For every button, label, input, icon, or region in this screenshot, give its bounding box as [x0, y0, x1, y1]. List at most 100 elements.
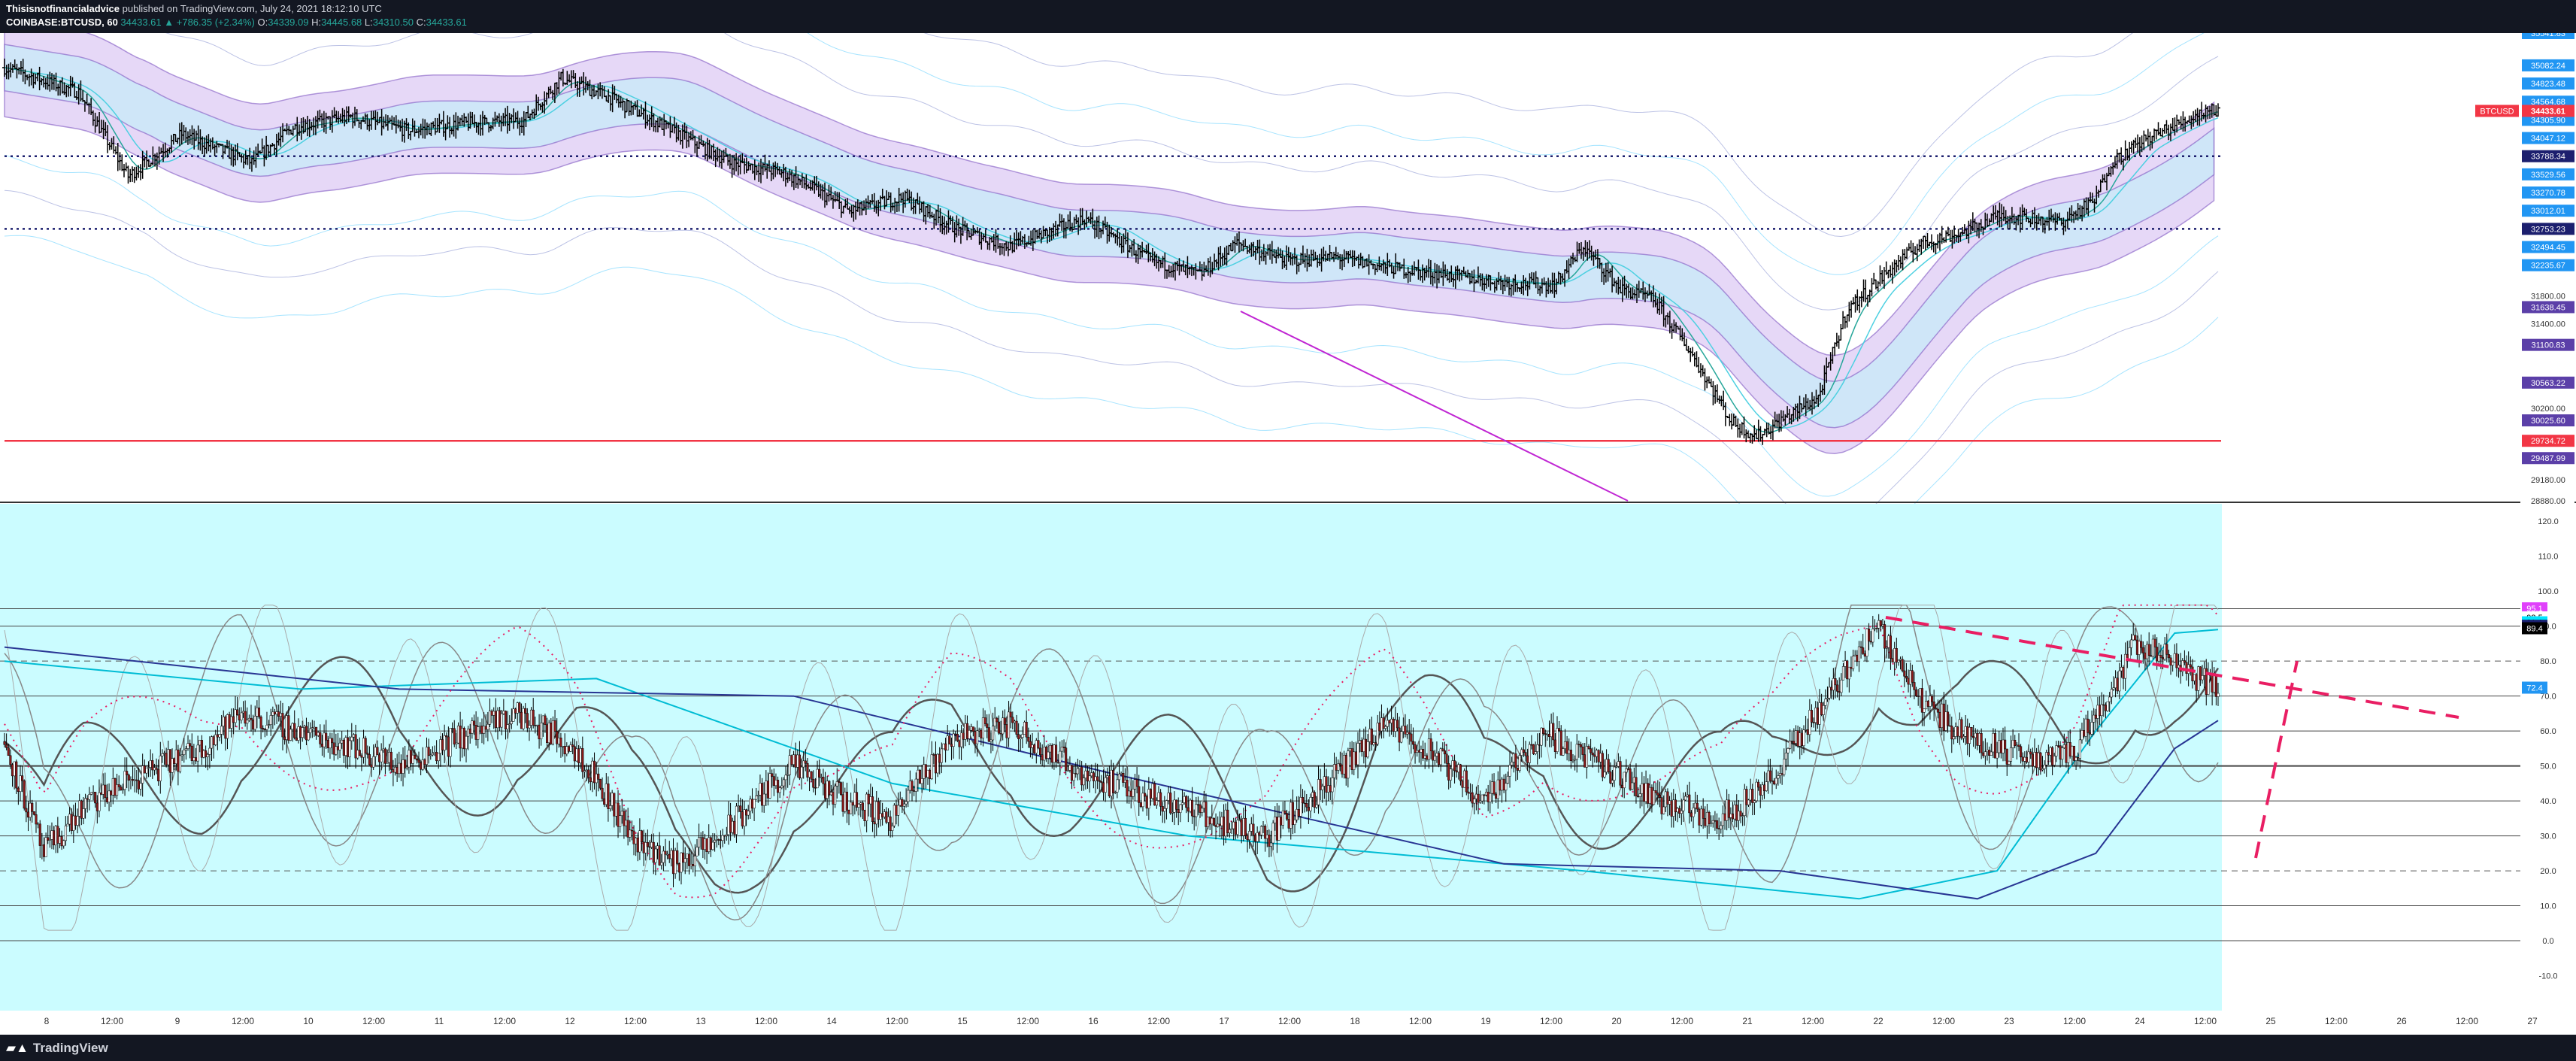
oscillator-candle-body	[1094, 776, 1097, 781]
author-name[interactable]: Thisisnotfinancialadvice	[6, 3, 120, 14]
oscillator-candle-body	[111, 778, 114, 796]
oscillator-candle-body	[174, 749, 177, 764]
oscillator-candle-body	[44, 837, 47, 857]
oscillator-candle-body	[171, 758, 174, 773]
oscillator-candle-body	[1252, 823, 1255, 835]
oscillator-candle-body	[1664, 791, 1667, 808]
oscillator-candle-body	[538, 724, 541, 740]
oscillator-candle-body	[717, 839, 720, 841]
symbol-name[interactable]: COINBASE:BTCUSD, 60	[6, 17, 118, 28]
oscillator-candle-body	[1601, 753, 1604, 778]
oscillator-candle-body	[1445, 753, 1448, 764]
oscillator-candle-body	[524, 708, 527, 714]
oscillator-candle-body	[1332, 764, 1336, 778]
oscillator-candle-body	[1033, 744, 1036, 753]
oscillator-candle-body	[1283, 811, 1286, 814]
oscillator-candle-body	[1420, 749, 1423, 753]
oscillator-candle-body	[1291, 802, 1294, 825]
oscillator-candle-body	[913, 790, 916, 792]
low-value: 34310.50	[372, 17, 414, 28]
oscillator-candle-body	[3, 741, 6, 745]
oscillator-candle-body	[1327, 785, 1330, 793]
oscillator-candle-body	[1218, 823, 1221, 826]
oscillator-candle-body	[844, 791, 847, 812]
oscillator-candle-body	[98, 792, 101, 811]
oscillator-candle-body	[240, 712, 243, 721]
oscillator-candle-body	[1321, 786, 1324, 790]
oscillator-candle-body	[917, 769, 920, 780]
oscillator-candle-body	[611, 793, 614, 806]
oscillator-pane[interactable]	[0, 502, 2576, 1011]
oscillator-candle-body	[1366, 741, 1369, 758]
oscillator-candle-body	[1090, 772, 1093, 777]
oscillator-candle-body	[374, 747, 377, 757]
oscillator-candle-body	[683, 858, 686, 863]
oscillator-candle-body	[1035, 740, 1038, 753]
oscillator-candle-body	[1050, 744, 1053, 763]
oscillator-candle-body	[1068, 765, 1071, 771]
oscillator-candle-body	[1108, 775, 1111, 796]
oscillator-candle-body	[1453, 760, 1456, 771]
oscillator-candle-body	[1126, 780, 1129, 797]
oscillator-candle-body	[199, 740, 202, 746]
oscillator-candle-body	[23, 780, 26, 809]
oscillator-candle-body	[210, 736, 214, 749]
oscillator-candle-body	[677, 863, 680, 873]
oscillator-candle-body	[114, 778, 117, 796]
oscillator-candle-body	[449, 728, 452, 757]
oscillator-candle-body	[1597, 750, 1600, 762]
diagonal-trendline[interactable]	[1240, 311, 1629, 502]
oscillator-candle-body	[1144, 793, 1147, 797]
oscillator-candle-body	[1429, 738, 1432, 751]
oscillator-candle-body	[547, 723, 550, 743]
oscillator-candle-body	[1626, 768, 1630, 770]
oscillator-candle-body	[462, 728, 465, 750]
oscillator-candle-body	[126, 771, 129, 775]
oscillator-candle-body	[192, 757, 195, 761]
oscillator-candle-body	[392, 769, 395, 773]
oscillator-candle-body	[838, 781, 841, 783]
oscillator-candle-body	[1495, 793, 1498, 799]
oscillator-candle-body	[674, 850, 677, 875]
oscillator-candle-body	[1023, 721, 1026, 735]
oscillator-candle-body	[1552, 723, 1555, 741]
envelope-line	[807, 33, 2205, 275]
oscillator-candle-body	[863, 810, 866, 822]
oscillator-candle-body	[100, 792, 103, 795]
price-pane[interactable]	[2, 33, 2221, 577]
oscillator-candle-body	[847, 809, 850, 814]
oscillator-candle-body	[1173, 799, 1176, 813]
oscillator-candle-body	[855, 792, 859, 808]
oscillator-candle-body	[850, 802, 853, 814]
oscillator-candle-body	[1546, 733, 1549, 735]
oscillator-candle-body	[1644, 783, 1647, 802]
oscillator-candle-body	[78, 800, 81, 817]
oscillator-candle-body	[1571, 759, 1574, 762]
oscillator-candle-body	[650, 841, 653, 847]
oscillator-candle-body	[1201, 808, 1204, 813]
oscillator-candle-body	[1269, 842, 1273, 847]
oscillator-candle-body	[468, 729, 471, 734]
price-chart[interactable]: 35541.8335082.2434823.4834564.6834305.90…	[0, 33, 2576, 1035]
oscillator-candle-body	[1180, 802, 1184, 805]
oscillator-candle-body	[1484, 792, 1488, 796]
oscillator-candle-body	[565, 746, 568, 755]
oscillator-candle-body	[155, 767, 158, 770]
oscillator-candle-body	[7, 747, 10, 756]
oscillator-candle-body	[741, 811, 744, 826]
oscillator-candle-body	[508, 723, 511, 725]
oscillator-candle-body	[929, 769, 932, 779]
oscillator-candle-body	[1390, 718, 1393, 723]
oscillator-candle-body	[1290, 802, 1293, 829]
oscillator-candle-body	[399, 762, 402, 774]
oscillator-candle-body	[1297, 808, 1300, 817]
oscillator-candle-body	[1242, 817, 1245, 836]
oscillator-candle-body	[1607, 759, 1610, 772]
oscillator-candle-body	[1009, 711, 1012, 718]
oscillator-candle-body	[1528, 744, 1531, 763]
oscillator-candle-body	[1411, 741, 1415, 745]
oscillator-candle-body	[165, 753, 168, 765]
oscillator-candle-body	[137, 780, 140, 790]
oscillator-candle-body	[1189, 799, 1192, 812]
oscillator-candle-body	[1394, 720, 1397, 732]
